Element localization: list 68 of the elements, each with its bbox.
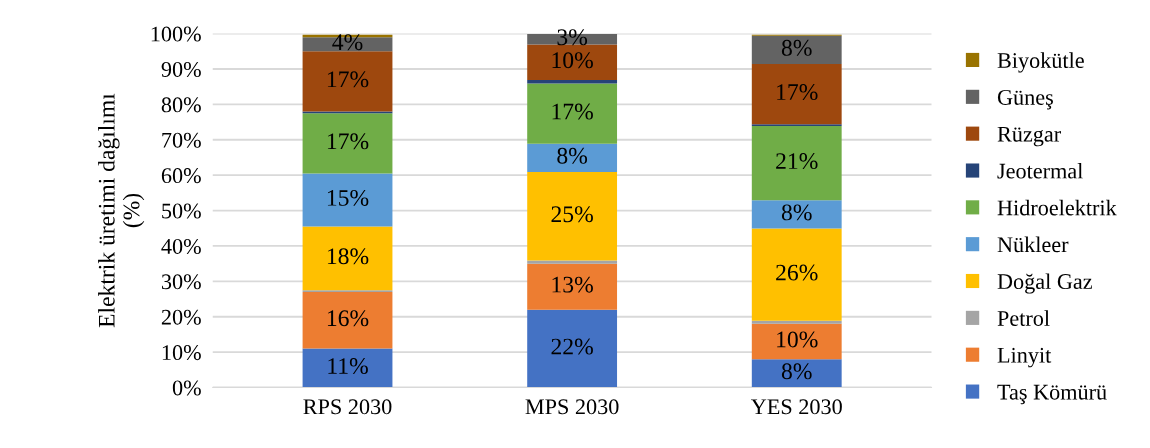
bar xyxy=(751,35,842,65)
bar xyxy=(527,309,618,388)
data-label: 18% xyxy=(327,248,369,265)
y-tick-label: 0% xyxy=(172,380,201,396)
data-label: 4% xyxy=(332,34,363,51)
bar xyxy=(751,125,842,201)
data-label: 13% xyxy=(552,276,593,293)
bar xyxy=(302,173,393,227)
bar xyxy=(302,113,393,174)
data-label: 17% xyxy=(777,84,818,101)
bar xyxy=(302,291,393,349)
data-label: 22% xyxy=(551,338,593,355)
x-tick-label: RPS 2030 xyxy=(303,399,392,415)
y-tick-label: 90% xyxy=(161,61,201,77)
legend-label: Hidroelektrik xyxy=(997,199,1117,216)
legend-label: Petrol xyxy=(997,310,1050,326)
legend-label: Güneş xyxy=(997,89,1053,110)
data-label: 10% xyxy=(552,52,593,69)
data-label: 3% xyxy=(557,29,588,46)
legend-label: Doğal Gaz xyxy=(997,273,1093,294)
legend-label: Taş Kömürü xyxy=(997,384,1107,405)
bar xyxy=(751,228,842,321)
bar xyxy=(527,143,618,172)
data-label: 17% xyxy=(552,103,593,120)
y-tick-label: 50% xyxy=(162,203,201,219)
bar xyxy=(302,348,393,388)
bar xyxy=(302,51,393,112)
data-label: 8% xyxy=(781,39,812,56)
bar xyxy=(527,260,618,264)
bar xyxy=(751,359,842,388)
bar xyxy=(751,323,842,360)
data-label: 26% xyxy=(776,264,818,281)
y-tick-label: 80% xyxy=(161,97,201,113)
data-label: 17% xyxy=(327,133,369,150)
data-label: 10% xyxy=(777,331,818,348)
bar xyxy=(527,263,618,310)
bar xyxy=(527,83,618,144)
y-tick-label: 70% xyxy=(162,132,201,148)
legend-label: Jeotermal xyxy=(997,162,1083,179)
y-tick-label: 60% xyxy=(161,168,201,184)
y-tick-label: 30% xyxy=(161,274,201,290)
data-label: 25% xyxy=(551,206,593,223)
data-label: 21% xyxy=(776,153,818,170)
bar xyxy=(751,320,842,324)
data-label: 8% xyxy=(781,204,812,221)
legend-label: Biyokütle xyxy=(997,52,1084,73)
legend-label: Nükleer xyxy=(997,236,1069,253)
data-label: 15% xyxy=(327,189,369,206)
bar xyxy=(527,79,618,84)
y-tick-label: 10% xyxy=(162,345,201,361)
x-tick-label: MPS 2030 xyxy=(525,399,619,415)
bar xyxy=(527,44,618,80)
bar xyxy=(751,64,842,125)
data-label: 11% xyxy=(328,358,368,375)
bar xyxy=(751,200,842,229)
bar xyxy=(527,171,618,261)
data-label: 8% xyxy=(781,363,812,380)
data-label: 8% xyxy=(557,147,588,164)
x-tick-label: YES 2030 xyxy=(750,399,842,415)
legend-label: Rüzgar xyxy=(997,126,1061,147)
legend-label: Linyit xyxy=(997,347,1052,368)
y-axis-title: Elektrik üretimi dağılımı (%) xyxy=(98,93,145,328)
y-tick-label: 100% xyxy=(151,26,201,42)
bar xyxy=(302,226,393,291)
data-label: 16% xyxy=(327,310,369,327)
data-label: 17% xyxy=(327,71,369,88)
y-tick-label: 40% xyxy=(161,238,201,254)
y-tick-label: 20% xyxy=(161,309,201,325)
